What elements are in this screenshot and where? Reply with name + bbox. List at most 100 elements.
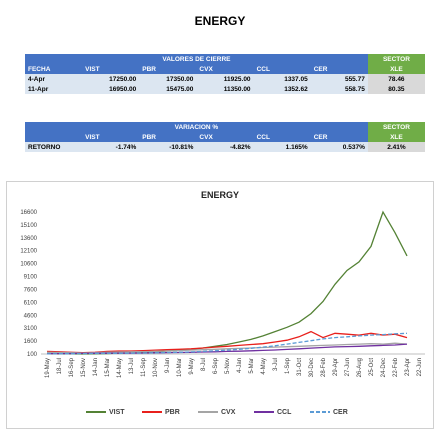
table-cell: 17250.00 [82, 74, 140, 84]
table-cell: FECHA [25, 64, 83, 74]
x-tick-label: 5-Mar [249, 358, 255, 374]
x-tick-label: 15-Nov [81, 358, 87, 377]
table-cell: 11350.00 [196, 84, 254, 94]
legend-label: CER [333, 409, 348, 416]
x-tick-label: 22-Jun [417, 358, 423, 376]
table-cell: 11925.00 [196, 74, 254, 84]
y-tick-label: 1600 [24, 339, 38, 345]
table-row: VIST PBR CVX CCL CER XLE [25, 132, 425, 142]
table-cell: VARIACION % [25, 122, 368, 132]
x-tick-label: 24-Dec [381, 358, 387, 377]
table-cell: PBR [139, 64, 197, 74]
table-cell: 1352.62 [253, 84, 311, 94]
table-cell: 11-Apr [25, 84, 83, 94]
table-cell: 17350.00 [139, 74, 197, 84]
series-line [46, 332, 408, 355]
x-tick-label: 6-Sep [213, 357, 219, 374]
table-cell: 555.77 [310, 74, 368, 84]
x-tick-label: 13-Jul [129, 358, 135, 374]
y-tick-label: 7600 [24, 287, 38, 293]
y-tick-label: 9100 [24, 275, 38, 281]
table-cell: CCL [253, 132, 311, 142]
table-cell: CVX [196, 64, 254, 74]
legend-label: CCL [277, 409, 292, 416]
x-tick-label: 26-Aug [357, 358, 363, 377]
x-tick-label: 16-Sep [69, 357, 75, 377]
x-tick-label: 4-Jan [237, 358, 243, 373]
table-cell: 1.165% [253, 142, 311, 152]
x-tick-label: 30-Dec [309, 358, 315, 377]
table-row: VALORES DE CIERRE SECTOR [25, 54, 425, 64]
table-row: 11-Apr 16950.00 15475.00 11350.00 1352.62 558… [25, 84, 425, 94]
table-row: FECHA VIST PBR CVX CCL CER XLE [25, 64, 425, 74]
table-cell: 1337.05 [253, 74, 311, 84]
table-cell: XLE [367, 64, 425, 74]
x-tick-label: 14-May [117, 358, 123, 378]
legend-label: VIST [109, 409, 125, 416]
x-tick-label: 22-Feb [393, 357, 399, 377]
table-cell: PBR [139, 132, 197, 142]
x-tick-label: 18-Jul [57, 358, 63, 374]
table-cell: SECTOR [367, 54, 425, 64]
x-tick-label: 11-Sep [141, 357, 147, 377]
chart: ENERGY 100 1600 3100 4600 6100 7600 9100 10600 1… [6, 181, 434, 429]
legend-label: PBR [165, 409, 180, 416]
x-tick-label: 23-Apr [405, 358, 411, 376]
table-cell: 78.46 [367, 74, 425, 84]
chart-title: ENERGY [201, 190, 239, 200]
table-cell: 80.35 [367, 84, 425, 94]
table-cell: 16950.00 [82, 84, 140, 94]
table-cell: 15475.00 [139, 84, 197, 94]
x-tick-label: 29-Apr [333, 358, 339, 376]
x-tick-label: 15-Mar [105, 358, 111, 377]
x-tick-label: 5-Nov [225, 358, 231, 374]
y-tick-label: 13600 [20, 236, 37, 242]
table-cell: -4.82% [196, 142, 254, 152]
x-tick-label: 8-Jul [201, 358, 207, 371]
table-cell: CER [310, 132, 368, 142]
x-tick-label: 28-Feb [321, 357, 327, 377]
table-cell [25, 132, 83, 142]
legend-label: CVX [221, 409, 236, 416]
table-cell: VALORES DE CIERRE [25, 54, 368, 64]
y-tick-label: 16600 [20, 210, 37, 216]
x-tick-label: 19-May [45, 358, 51, 378]
table-cell: 2.41% [367, 142, 425, 152]
x-tick-label: 25-Oct [369, 358, 375, 376]
x-tick-label: 3-Jul [273, 358, 279, 371]
table-cell: -10.81% [139, 142, 197, 152]
closing-table: VALORES DE CIERRE SECTOR FECHA VIST PBR CVX CC… [25, 54, 425, 94]
table-cell: XLE [367, 132, 425, 142]
table-row: RETORNO -1.74% -10.81% -4.82% 1.165% 0.537% 2.… [25, 142, 425, 152]
table-cell: 0.537% [310, 142, 368, 152]
x-tick-label: 14-Jan [93, 358, 99, 376]
x-tick-label: 4-May [261, 358, 267, 375]
x-tick-label: 1-Sep [285, 357, 291, 374]
table-cell: -1.74% [82, 142, 140, 152]
y-tick-label: 6100 [24, 300, 38, 306]
series-line [46, 330, 408, 354]
page-title: ENERGY [194, 14, 246, 28]
table-row: VARIACION % SECTOR [25, 122, 425, 132]
y-tick-label: 4600 [24, 313, 38, 319]
x-tick-label: 9-May [189, 358, 195, 375]
series-line [46, 342, 408, 354]
y-tick-label: 3100 [24, 326, 38, 332]
y-tick-label: 100 [27, 352, 38, 358]
table-cell: RETORNO [25, 142, 83, 152]
table-cell: CVX [196, 132, 254, 142]
x-tick-label: 9-Jan [165, 358, 171, 373]
y-tick-label: 12100 [20, 249, 37, 255]
table-cell: CER [310, 64, 368, 74]
x-tick-label: 10-Mar [177, 358, 183, 377]
table-cell: 558.75 [310, 84, 368, 94]
table-cell: VIST [82, 64, 140, 74]
x-tick-label: 27-Jun [345, 358, 351, 376]
variation-table: VARIACION % SECTOR VIST PBR CVX CCL CER XLE RETO… [25, 122, 425, 152]
series-line [46, 210, 408, 355]
x-tick-label: 31-Oct [297, 358, 303, 376]
x-tick-label: 10-Nov [153, 358, 159, 377]
table-cell: 4-Apr [25, 74, 83, 84]
table-row: 4-Apr 17250.00 17350.00 11925.00 1337.05 555.… [25, 74, 425, 84]
